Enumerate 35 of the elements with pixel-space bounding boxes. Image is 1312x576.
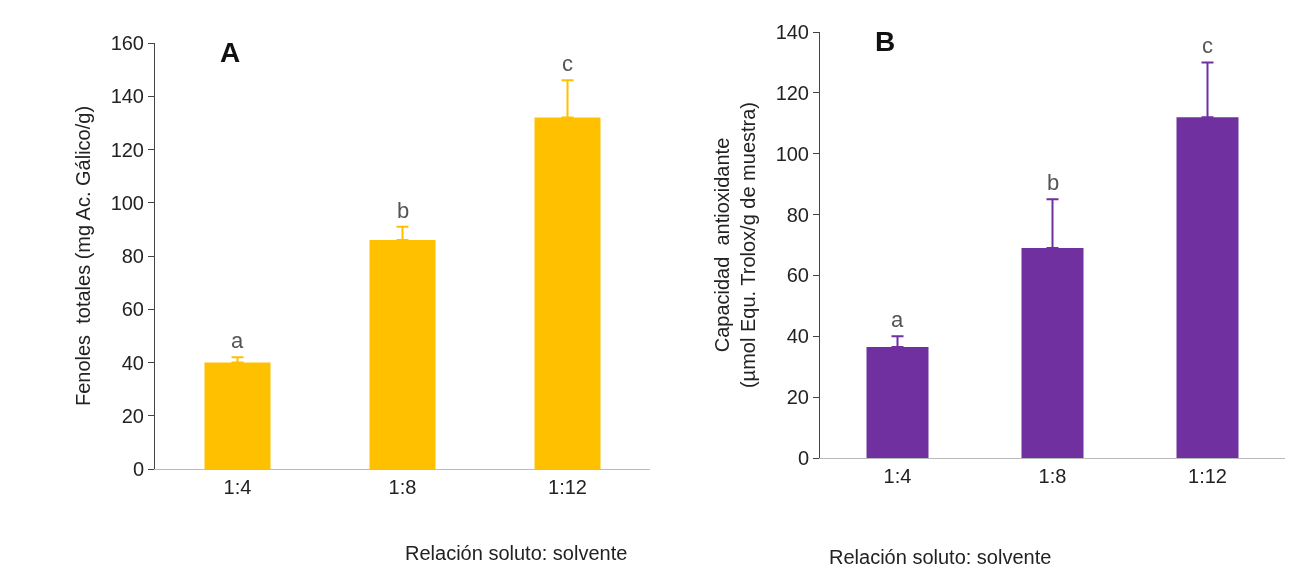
y-tick-label: 60 bbox=[786, 264, 809, 287]
x-tick-label: 1:8 bbox=[388, 476, 417, 498]
annotation: b bbox=[397, 198, 410, 223]
y-tick-label: 60 bbox=[121, 298, 144, 321]
annotation: a bbox=[231, 328, 244, 353]
y-tick-label: 160 bbox=[110, 32, 144, 54]
annotation: B bbox=[875, 26, 896, 57]
y-axis-title: Capacidad antioxidante (µmol Equ. Trolox/g de muestra) bbox=[711, 101, 760, 389]
y-tick-label: 140 bbox=[775, 21, 809, 43]
x-tick-label: 1:4 bbox=[223, 476, 252, 498]
y-tick-label: 40 bbox=[786, 325, 809, 348]
y-tick-label: 120 bbox=[775, 81, 809, 104]
y-tick-label: 80 bbox=[786, 203, 809, 226]
x-tick-label: 1:12 bbox=[548, 476, 587, 498]
y-tick-label: 100 bbox=[110, 191, 144, 214]
x-tick-label: 1:12 bbox=[1188, 465, 1227, 487]
y-tick-label: 120 bbox=[110, 138, 144, 161]
y-tick-label: 0 bbox=[132, 458, 144, 480]
annotation: c bbox=[1202, 33, 1213, 58]
y-tick-label: 0 bbox=[797, 447, 809, 469]
annotation: c bbox=[562, 51, 573, 76]
y-tick-label: 80 bbox=[121, 245, 144, 267]
y-tick-label: 140 bbox=[110, 85, 144, 108]
y-tick-label: 40 bbox=[121, 351, 144, 374]
x-tick-label: 1:8 bbox=[1038, 465, 1067, 487]
x-tick-label: 1:4 bbox=[883, 465, 912, 487]
x-axis-title: Relación soluto: solvente bbox=[829, 546, 1052, 568]
y-axis-title: Fenoles totales (mg Ac. Gálico/g) bbox=[72, 105, 95, 407]
x-axis-title: Relación soluto: solvente bbox=[405, 542, 628, 564]
y-tick-label: 20 bbox=[786, 386, 809, 409]
y-tick-label: 20 bbox=[121, 404, 144, 427]
annotation: A bbox=[220, 37, 241, 68]
annotation: a bbox=[891, 307, 904, 332]
annotation: b bbox=[1047, 170, 1060, 195]
y-tick-label: 100 bbox=[775, 142, 809, 165]
